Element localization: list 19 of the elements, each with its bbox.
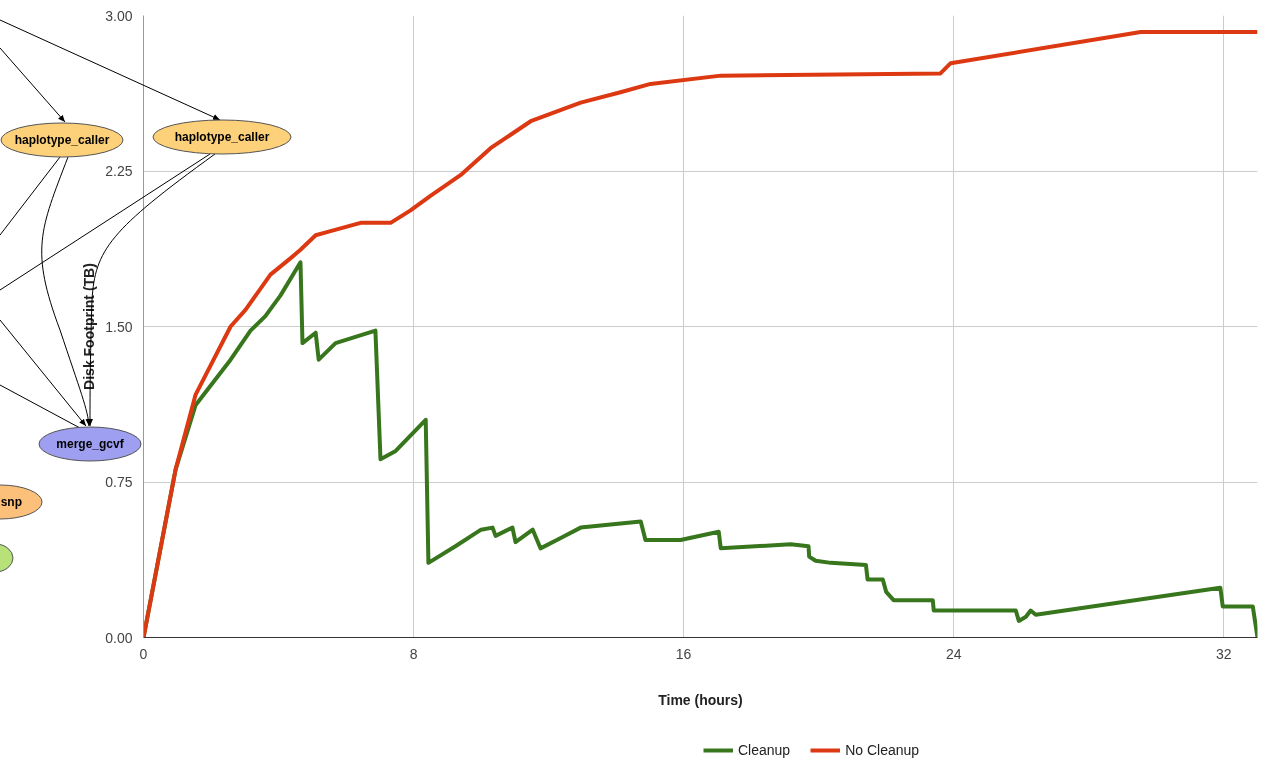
y-tick-label: 1.50 (105, 318, 133, 335)
text: merge_gcvf (56, 437, 125, 451)
y-tick-label: 0.75 (105, 474, 133, 490)
annotation: haplotype_caller (174, 130, 270, 144)
x-tick-label: 24 (945, 645, 962, 662)
y-axis-title: Disk Footprint (TB) (81, 263, 98, 390)
text: snp (0, 495, 22, 509)
x-tick-label: 16 (675, 645, 692, 662)
x-axis-title: Time (hours) (658, 691, 743, 708)
text: haplotype_caller (14, 133, 110, 147)
y-tick-label: 3.00 (105, 7, 133, 24)
y-tick-label: 0.00 (105, 629, 133, 646)
line-series (143, 30, 1258, 638)
x-tick-label: 32 (1215, 645, 1232, 662)
x-tick-label: 8 (409, 645, 418, 662)
x-tick-label: 0 (139, 645, 148, 662)
legend-label: No Cleanup (845, 742, 920, 758)
legend-label: Cleanup (738, 742, 791, 758)
y-tick-label: 2.25 (105, 163, 133, 179)
